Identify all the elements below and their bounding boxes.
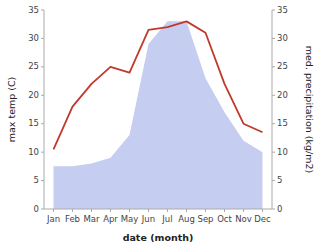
x-tick-label: Jun: [141, 214, 155, 224]
y2-axis-label: med. precipitation (kg/m2): [304, 46, 315, 173]
y2-tick: [272, 95, 275, 96]
y-tick: [41, 180, 44, 181]
x-tick: [167, 209, 168, 212]
plot-area: [54, 21, 263, 209]
right-axis: [272, 10, 273, 209]
x-tick: [53, 209, 54, 212]
x-tick-label: Aug: [178, 214, 195, 224]
x-tick-label: Feb: [65, 214, 80, 224]
x-tick: [129, 209, 130, 212]
y-tick-label: 35: [28, 5, 39, 15]
y-axis-label: max temp (C): [6, 77, 17, 143]
y-tick: [41, 209, 44, 210]
x-tick-label: Apr: [103, 214, 118, 224]
y-tick: [41, 38, 44, 39]
y2-tick: [272, 123, 275, 124]
y2-tick-label: 20: [277, 90, 288, 100]
y-tick-label: 10: [28, 147, 39, 157]
y2-tick: [272, 209, 275, 210]
y-tick-label: 30: [28, 33, 39, 43]
x-tick: [224, 209, 225, 212]
y-tick: [41, 123, 44, 124]
y-tick-label: 15: [28, 118, 39, 128]
x-tick-label: Oct: [217, 214, 232, 224]
y2-tick-label: 15: [277, 118, 288, 128]
x-tick-label: Nov: [235, 214, 252, 224]
x-tick: [72, 209, 73, 212]
x-tick: [148, 209, 149, 212]
y-tick: [41, 10, 44, 11]
temperature-line: [54, 21, 263, 149]
x-axis-label: date (month): [123, 232, 194, 243]
y-tick: [41, 95, 44, 96]
precipitation-area: [54, 21, 263, 209]
y-tick: [41, 66, 44, 67]
y2-tick-label: 10: [277, 147, 288, 157]
x-tick: [205, 209, 206, 212]
x-tick-label: May: [121, 214, 139, 224]
y2-tick-label: 35: [277, 5, 288, 15]
y2-tick: [272, 10, 275, 11]
x-tick: [243, 209, 244, 212]
y-tick-label: 20: [28, 90, 39, 100]
x-tick: [262, 209, 263, 212]
x-tick-label: Jan: [46, 214, 60, 224]
bottom-axis: [44, 209, 272, 210]
left-axis: [44, 10, 45, 209]
y2-tick-label: 5: [277, 175, 282, 185]
y-tick-label: 5: [34, 175, 39, 185]
x-tick-label: Jul: [161, 214, 172, 224]
y2-tick: [272, 180, 275, 181]
y-tick-label: 25: [28, 61, 39, 71]
y-tick-label: 0: [34, 204, 39, 214]
x-tick: [110, 209, 111, 212]
y2-tick: [272, 38, 275, 39]
y2-tick-label: 0: [277, 204, 282, 214]
x-tick: [186, 209, 187, 212]
x-tick: [91, 209, 92, 212]
y-tick: [41, 152, 44, 153]
y2-tick: [272, 152, 275, 153]
y2-tick-label: 25: [277, 61, 288, 71]
y2-tick-label: 30: [277, 33, 288, 43]
chart: 0 5 10 15 20 25 30 35 0 5 10 15 20 25 30 35 Jan FebMarApr…: [0, 0, 318, 247]
x-tick-label: Mar: [83, 214, 100, 224]
x-tick-label: Sep: [197, 214, 213, 224]
x-tick-label: Dec: [254, 214, 271, 224]
y2-tick: [272, 66, 275, 67]
